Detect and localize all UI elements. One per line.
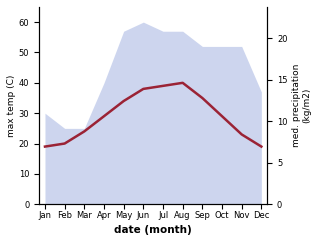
Y-axis label: med. precipitation
(kg/m2): med. precipitation (kg/m2)	[292, 64, 311, 147]
X-axis label: date (month): date (month)	[114, 225, 192, 235]
Y-axis label: max temp (C): max temp (C)	[7, 74, 16, 137]
